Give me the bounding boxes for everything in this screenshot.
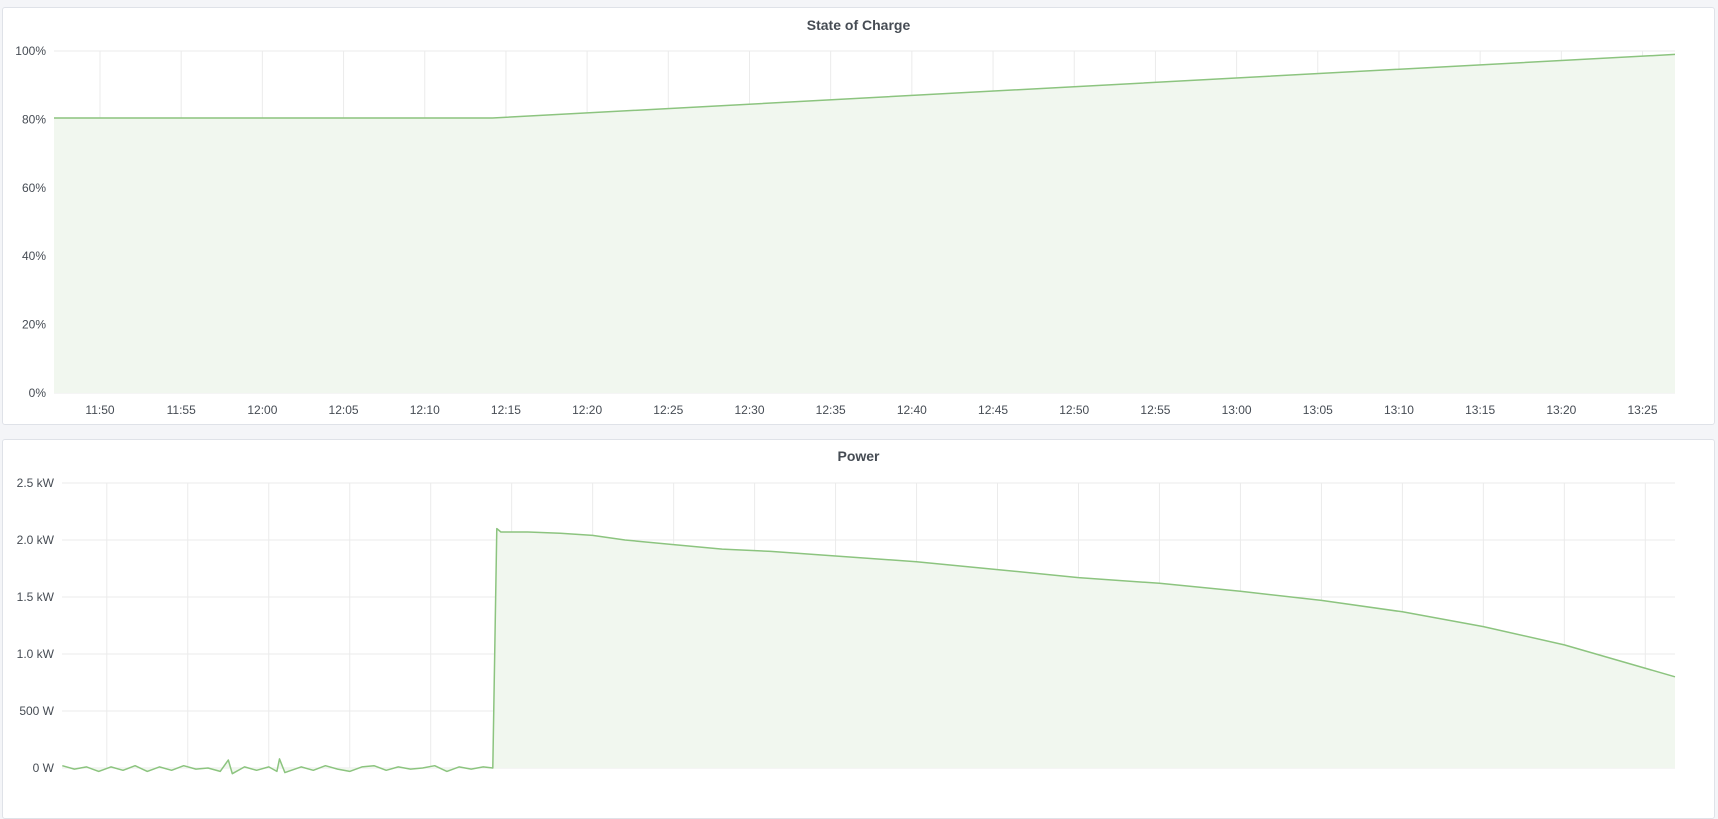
x-tick-label: 12:25 [653,403,683,417]
y-tick-label: 100% [15,44,46,58]
x-tick-label: 12:40 [897,403,927,417]
panel-title[interactable]: Power [837,448,880,464]
y-tick-label: 1.0 kW [17,647,55,661]
series-line [54,53,1676,119]
y-tick-label: 2.0 kW [17,533,55,547]
x-tick-label: 11:50 [85,403,114,417]
y-tick-label: 2.5 kW [17,476,55,490]
x-tick-label: 13:20 [1546,403,1576,417]
x-tick-label: 12:30 [734,403,764,417]
series-line [62,527,1676,775]
y-tick-label: 20% [22,318,46,332]
y-tick-label: 0% [29,386,47,400]
x-tick-label: 12:35 [816,403,846,417]
x-tick-label: 13:15 [1465,403,1495,417]
x-tick-label: 12:05 [329,403,359,417]
x-tick-label: 11:55 [167,403,196,417]
y-tick-label: 80% [22,112,46,126]
x-tick-label: 12:45 [978,403,1008,417]
y-tick-label: 0 W [33,761,55,775]
y-tick-label: 1.5 kW [17,590,55,604]
x-tick-label: 12:15 [491,403,521,417]
x-tick-label: 13:25 [1628,403,1658,417]
x-tick-label: 13:00 [1222,403,1252,417]
x-tick-label: 12:00 [247,403,277,417]
x-tick-label: 12:20 [572,403,602,417]
x-tick-label: 13:05 [1303,403,1333,417]
series-area [54,54,1675,394]
chart-1: 0 W 500 W 1.0 kW 1.5 kW 2.0 kW 2.5 kW [17,476,1676,775]
x-tick-label: 13:10 [1384,403,1414,417]
y-tick-label: 40% [22,249,46,263]
series-area [62,528,1675,774]
y-tick-label: 60% [22,181,46,195]
x-tick-label: 12:55 [1140,403,1170,417]
x-tick-label: 12:50 [1059,403,1089,417]
y-tick-label: 500 W [19,704,54,718]
chart-0: 0% 20% 40% 60% 80% 100% 11:50 11:55 12:00 12:05 12… [15,44,1676,417]
panel-title[interactable]: State of Charge [806,17,911,33]
x-tick-label: 12:10 [410,403,440,417]
